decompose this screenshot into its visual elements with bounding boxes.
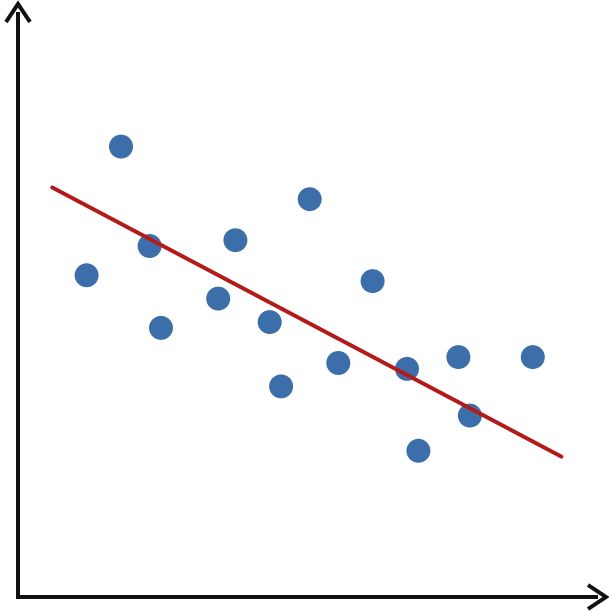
data-point-2 [109,134,133,159]
data-point-8 [269,374,294,399]
data-point-1 [74,263,99,288]
data-point-13 [406,438,431,463]
data-point-6 [223,228,248,253]
axes [4,0,609,611]
data-point-12 [395,356,419,381]
data-point-16 [520,345,545,370]
data-point-4 [149,315,173,340]
trendline-layer [50,185,564,459]
x-axis-arrowhead [586,583,609,611]
data-point-14 [446,345,471,370]
data-point-5 [206,286,231,311]
data-point-11 [360,269,385,294]
data-point-10 [326,351,351,375]
data-point-9 [297,187,322,212]
points-layer [74,134,545,463]
trendline [50,185,564,459]
y-axis-arrowhead [4,0,32,24]
data-point-7 [257,310,282,335]
